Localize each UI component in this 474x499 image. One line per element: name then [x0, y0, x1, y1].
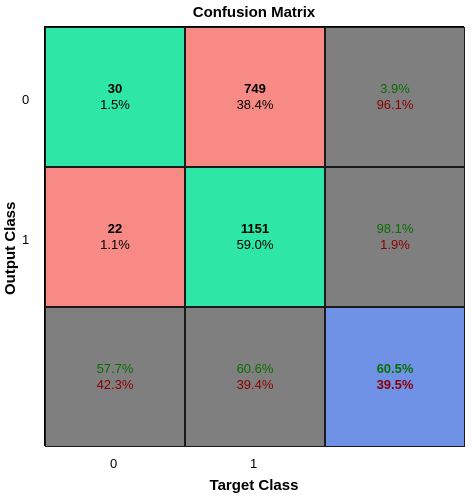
cell-error-rate: 39.5%	[376, 377, 414, 392]
cell-correct-rate: 57.7%	[96, 361, 134, 376]
matrix-cell-r2-c2: 60.5% 39.5%	[325, 307, 465, 447]
matrix-cell-r2-c1: 60.6% 39.4%	[185, 307, 325, 447]
matrix-cell-r2-c0: 57.7% 42.3%	[45, 307, 185, 447]
cell-percent: 59.0%	[236, 237, 274, 252]
cell-count: 749	[244, 81, 266, 96]
y-axis-label: Output Class	[2, 201, 19, 295]
cell-error-rate: 42.3%	[96, 377, 134, 392]
cell-correct-rate: 3.9%	[380, 81, 410, 96]
cell-correct-rate: 60.6%	[236, 361, 274, 376]
matrix-cell-r1-c1: 1151 59.0%	[185, 167, 325, 307]
chart-title: Confusion Matrix	[192, 4, 316, 21]
y-tick-label-1: 1	[22, 232, 30, 247]
y-tick-label-0: 0	[22, 92, 30, 107]
cell-count: 1151	[240, 221, 270, 236]
cell-error-rate: 39.4%	[236, 377, 274, 392]
matrix-cell-r1-c2: 98.1% 1.9%	[325, 167, 465, 307]
cell-count: 30	[107, 81, 123, 96]
matrix-cell-r1-c0: 22 1.1%	[45, 167, 185, 307]
matrix-cell-r0-c1: 749 38.4%	[185, 27, 325, 167]
cell-count: 22	[107, 221, 123, 236]
cell-percent: 1.5%	[100, 97, 130, 112]
cell-correct-rate: 98.1%	[376, 221, 414, 236]
matrix-cell-r0-c2: 3.9% 96.1%	[325, 27, 465, 167]
matrix-cell-r0-c0: 30 1.5%	[45, 27, 185, 167]
x-axis-label: Target Class	[209, 477, 299, 494]
cell-error-rate: 96.1%	[376, 97, 414, 112]
x-tick-label-0: 0	[110, 456, 118, 471]
cell-percent: 38.4%	[236, 97, 274, 112]
cell-correct-rate: 60.5%	[376, 361, 414, 376]
x-tick-label-1: 1	[250, 456, 258, 471]
confusion-matrix-grid: 30 1.5% 749 38.4% 3.9% 96.1% 22 1.1% 1151 59.0% 98…	[44, 26, 465, 447]
cell-percent: 1.1%	[100, 237, 130, 252]
cell-error-rate: 1.9%	[380, 237, 410, 252]
